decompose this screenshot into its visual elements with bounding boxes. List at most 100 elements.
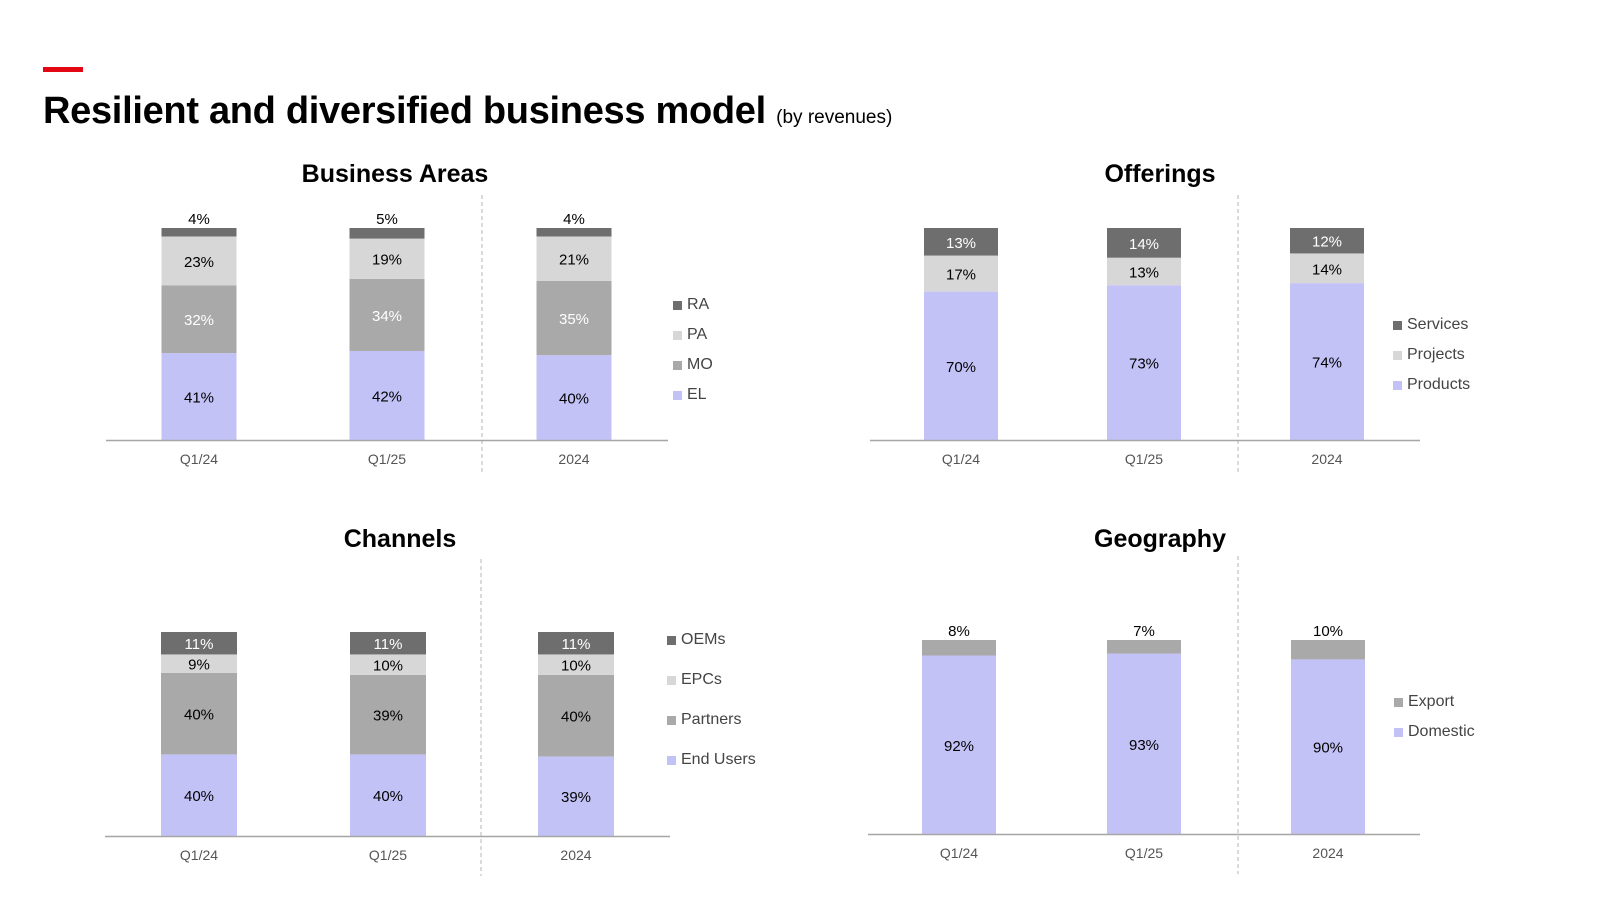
channels-label-epcs-q1-25: 10% [373,658,403,675]
channels-bar-end-users-2024 [538,756,614,836]
geography-bar-export-2024 [1291,640,1365,660]
offerings-legend: Services Projects Products [1393,310,1470,400]
channels-panel: Channels 40% 40% 9% 11% Q1/24 40% 39% 10% 11% Q1/… [100,525,820,876]
business-areas-label-ra-2024: 4% [563,211,585,228]
geography-tick-2024: 2024 [1312,845,1343,861]
offerings-bar-projects-q1-24 [924,255,998,292]
offerings-label-projects-q1-24: 17% [946,267,976,284]
business-areas-tick-q1-24: Q1/24 [180,451,218,467]
business-areas-bar-ra-q1-25 [349,228,425,239]
page-title-text: Resilient and diversified business model [43,90,766,132]
offerings-label-products-2024: 74% [1312,355,1342,372]
geography-bar-domestic-q1-24 [922,655,996,834]
channels-bar-epcs-q1-24 [161,654,237,673]
channels-label-end-users-q1-25: 40% [373,788,403,805]
geography-legend-label-domestic: Domestic [1408,723,1475,740]
business-areas-legend-pa: PA [673,320,713,350]
business-areas-label-el-2024: 40% [559,391,589,408]
channels-legend-swatch-oems [667,635,676,645]
channels-legend-epcs: EPCs [667,660,756,700]
business-areas-tick-q1-25: Q1/25 [368,451,406,467]
offerings-bar-services-2024 [1290,228,1364,254]
channels-label-epcs-2024: 10% [561,658,591,675]
offerings-label-services-q1-25: 14% [1129,236,1159,253]
channels-chart: 40% 40% 9% 11% Q1/24 40% 39% 10% 11% Q1/25 39% 40% 1… [105,559,670,876]
geography-label-domestic-2024: 90% [1313,740,1343,757]
business-areas-label-el-q1-24: 41% [184,390,214,407]
offerings-legend-label-projects: Projects [1407,346,1465,363]
business-areas-bar-pa-2024 [536,236,612,281]
business-areas-label-el-q1-25: 42% [372,388,402,405]
channels-bar-oems-q1-25 [350,632,426,655]
channels-legend-label-end-users: End Users [681,751,756,768]
geography-bar-export-q1-25 [1107,640,1181,654]
offerings-tick-q1-24: Q1/24 [942,451,980,467]
channels-legend: OEMs EPCs Partners End Users [667,620,756,780]
offerings-label-projects-q1-25: 13% [1129,264,1159,281]
channels-legend-partners: Partners [667,700,756,740]
channels-label-end-users-q1-24: 40% [184,788,214,805]
business-areas-bar-pa-q1-24 [161,236,237,286]
channels-label-oems-q1-24: 11% [185,636,214,653]
channels-legend-label-oems: OEMs [681,631,726,648]
channels-tick-q1-24: Q1/24 [180,847,218,863]
business-areas-label-ra-q1-24: 4% [188,211,210,228]
geography-legend-swatch-export [1394,697,1403,707]
geography-label-export-2024: 10% [1313,623,1343,640]
channels-legend-label-epcs: EPCs [681,671,722,688]
business-areas-chart: 41% 32% 23% 4% Q1/24 42% 34% 19% 5% Q1/25 40% 35% 21… [106,195,668,472]
business-areas-label-pa-q1-25: 19% [372,252,402,269]
channels-legend-swatch-partners [667,715,676,725]
geography-legend-export: Export [1394,687,1475,717]
channels-bar-epcs-q1-25 [350,654,426,675]
offerings-legend-label-services: Services [1407,316,1469,333]
business-areas-bar-el-q1-25 [349,350,425,440]
offerings-legend-services: Services [1393,310,1470,340]
business-areas-tick-2024: 2024 [558,451,589,467]
business-areas-bar-ra-2024 [536,228,612,237]
channels-bar-epcs-2024 [538,654,614,675]
page-title: Resilient and diversified business model… [43,90,892,133]
business-areas-legend-mo: MO [673,350,713,380]
geography-title: Geography [1094,525,1226,553]
offerings-legend-projects: Projects [1393,340,1470,370]
geography-legend-swatch-domestic [1394,727,1403,737]
geography-bar-domestic-q1-25 [1107,653,1181,834]
geography-label-export-q1-24: 8% [948,623,970,640]
offerings-tick-q1-25: Q1/25 [1125,451,1163,467]
business-areas-bar-el-2024 [536,355,612,440]
channels-label-partners-q1-24: 40% [184,707,214,724]
business-areas-legend-ra: RA [673,290,713,320]
business-areas-label-mo-2024: 35% [559,311,589,328]
channels-label-partners-2024: 40% [561,709,591,726]
business-areas-bar-mo-2024 [536,281,612,356]
business-areas-bar-el-q1-24 [161,353,237,440]
business-areas-label-mo-q1-25: 34% [372,308,402,325]
offerings-label-services-2024: 12% [1312,234,1342,251]
business-areas-label-pa-2024: 21% [559,252,589,269]
channels-label-oems-2024: 11% [562,636,591,653]
channels-bar-end-users-q1-24 [161,754,237,836]
business-areas-legend-label-pa: PA [687,326,708,343]
channels-legend-swatch-end-users [667,755,676,765]
title-accent-bar [43,67,83,72]
channels-bar-partners-2024 [538,674,614,757]
geography-legend-domestic: Domestic [1394,717,1475,747]
offerings-bar-services-q1-25 [1107,228,1181,258]
channels-bar-partners-q1-24 [161,672,237,755]
channels-bar-oems-q1-24 [161,632,237,655]
offerings-bar-services-q1-24 [924,228,998,256]
geography-bar-export-q1-24 [922,640,996,656]
offerings-bar-products-q1-24 [924,291,998,440]
offerings-legend-swatch-services [1393,320,1402,330]
business-areas-panel: Business Areas 41% 32% 23% 4% Q1/24 42% 34% 19%… [100,160,820,500]
channels-bar-oems-2024 [538,632,614,655]
geography-panel: Geography 92% 8% Q1/24 93% 7% Q1/25 90% 10% 2024… [868,525,1600,874]
offerings-title: Offerings [1104,160,1216,188]
business-areas-legend-label-mo: MO [687,356,713,373]
channels-title: Channels [343,525,457,553]
geography-tick-q1-25: Q1/25 [1125,845,1163,861]
business-areas-title: Business Areas [301,160,489,188]
channels-label-epcs-q1-24: 9% [188,657,210,674]
offerings-label-projects-2024: 14% [1312,261,1342,278]
